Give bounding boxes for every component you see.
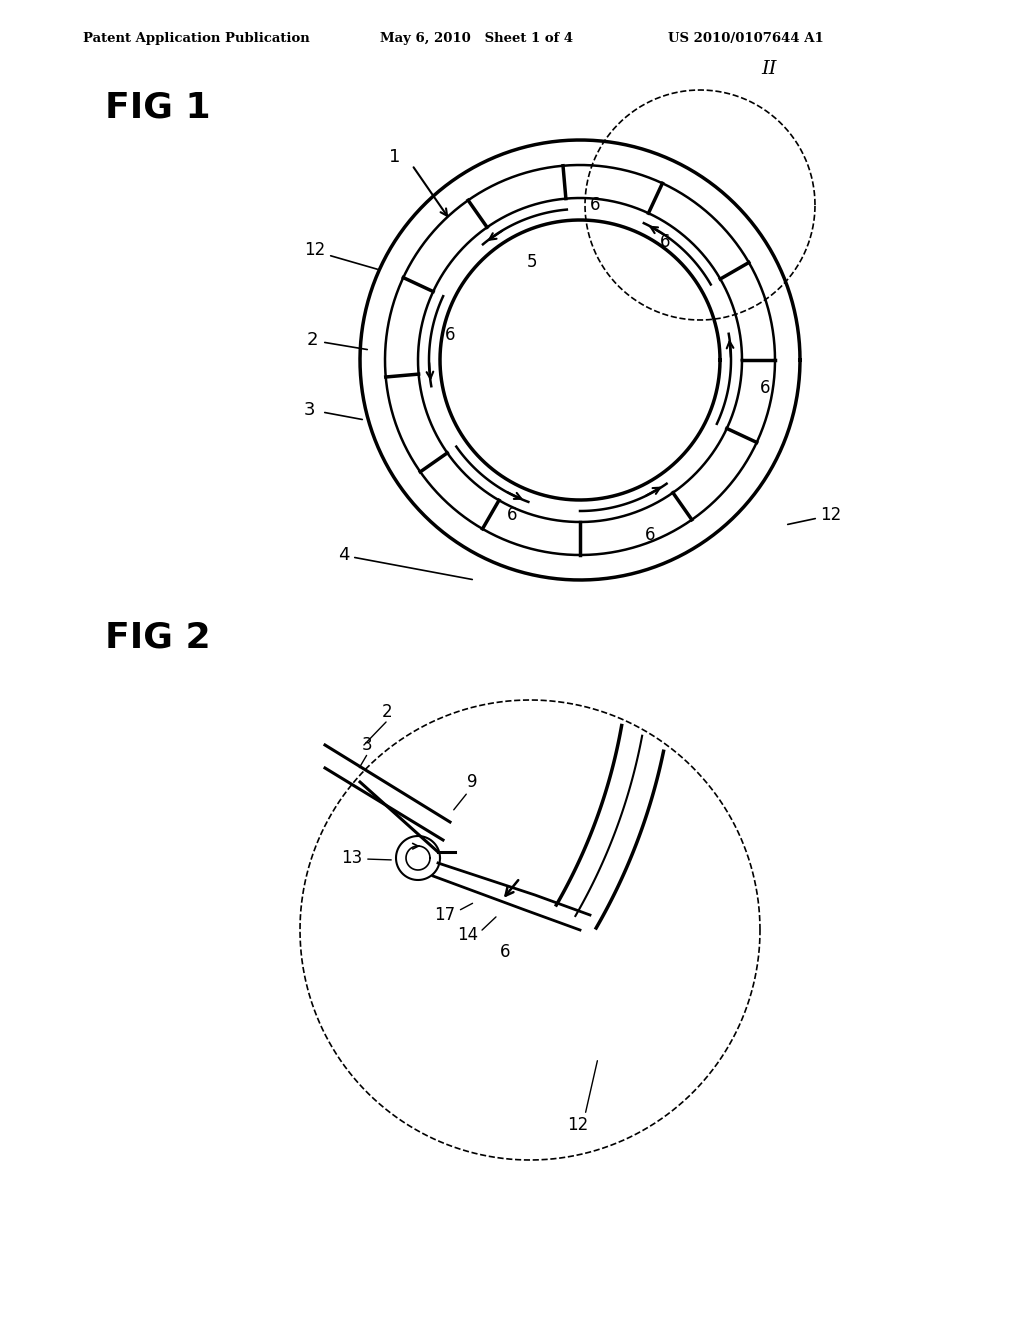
Text: 6: 6 (590, 195, 600, 214)
Text: 3: 3 (303, 401, 315, 418)
Text: 12: 12 (304, 242, 325, 259)
Text: US 2010/0107644 A1: US 2010/0107644 A1 (668, 32, 823, 45)
Text: 6: 6 (507, 506, 517, 524)
Text: II: II (761, 59, 777, 78)
Text: 1: 1 (389, 148, 400, 166)
Text: 2: 2 (381, 704, 392, 721)
Text: May 6, 2010   Sheet 1 of 4: May 6, 2010 Sheet 1 of 4 (380, 32, 573, 45)
Text: 6: 6 (659, 234, 671, 251)
Text: 6: 6 (444, 326, 456, 345)
Text: 3: 3 (361, 737, 372, 754)
Text: 6: 6 (645, 525, 655, 544)
Text: 14: 14 (457, 927, 478, 944)
Text: 5: 5 (526, 253, 538, 271)
Text: 12: 12 (820, 506, 842, 524)
Text: 2: 2 (306, 331, 318, 348)
Text: 6: 6 (500, 942, 510, 961)
Text: 4: 4 (339, 546, 350, 564)
Text: Patent Application Publication: Patent Application Publication (83, 32, 309, 45)
Text: 12: 12 (567, 1115, 589, 1134)
Text: 9: 9 (467, 774, 477, 791)
Text: FIG 2: FIG 2 (105, 620, 211, 653)
Text: 6: 6 (760, 379, 770, 397)
Text: 13: 13 (341, 849, 362, 867)
Text: 17: 17 (434, 906, 455, 924)
Text: FIG 1: FIG 1 (105, 90, 211, 124)
